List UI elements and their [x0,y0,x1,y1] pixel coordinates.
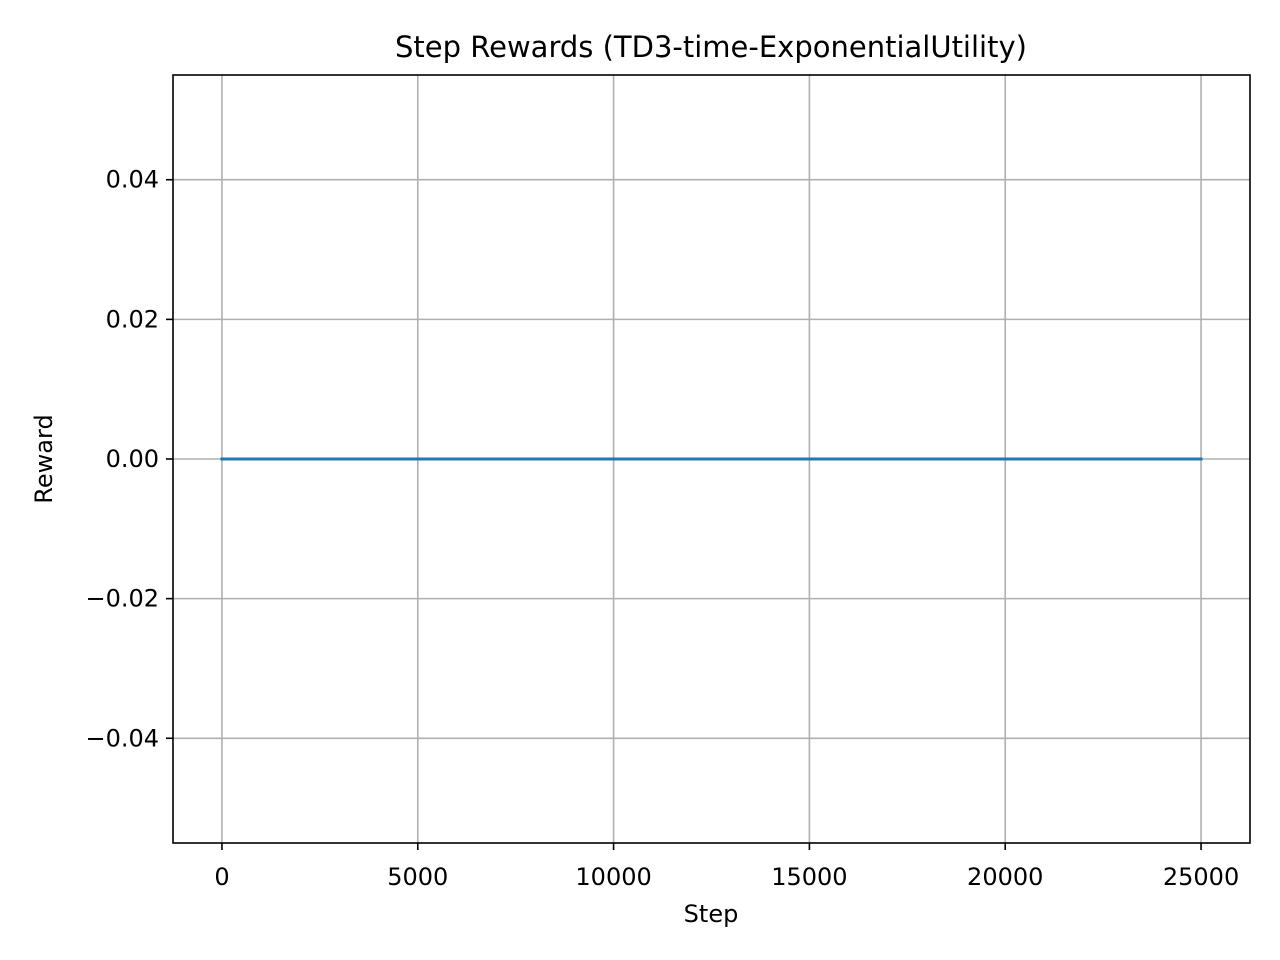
y-tick-label: 0.00 [106,445,159,473]
x-tick-label: 0 [214,863,229,891]
x-tick-label: 10000 [575,863,651,891]
y-tick-label: −0.02 [85,585,159,613]
x-tick-label: 25000 [1163,863,1239,891]
x-tick-label: 15000 [771,863,847,891]
y-axis-ticks: −0.04 −0.02 0.00 0.02 0.04 [85,166,173,752]
x-tick-label: 20000 [967,863,1043,891]
y-axis-label: Reward [30,414,58,503]
y-tick-label: 0.04 [106,166,159,194]
x-axis-label: Step [684,900,739,928]
x-axis-ticks: 0 5000 10000 15000 20000 25000 [214,843,1239,891]
y-tick-label: 0.02 [106,305,159,333]
chart-title: Step Rewards (TD3-time-ExponentialUtilit… [395,30,1027,64]
y-tick-label: −0.04 [85,724,159,752]
x-tick-label: 5000 [387,863,448,891]
